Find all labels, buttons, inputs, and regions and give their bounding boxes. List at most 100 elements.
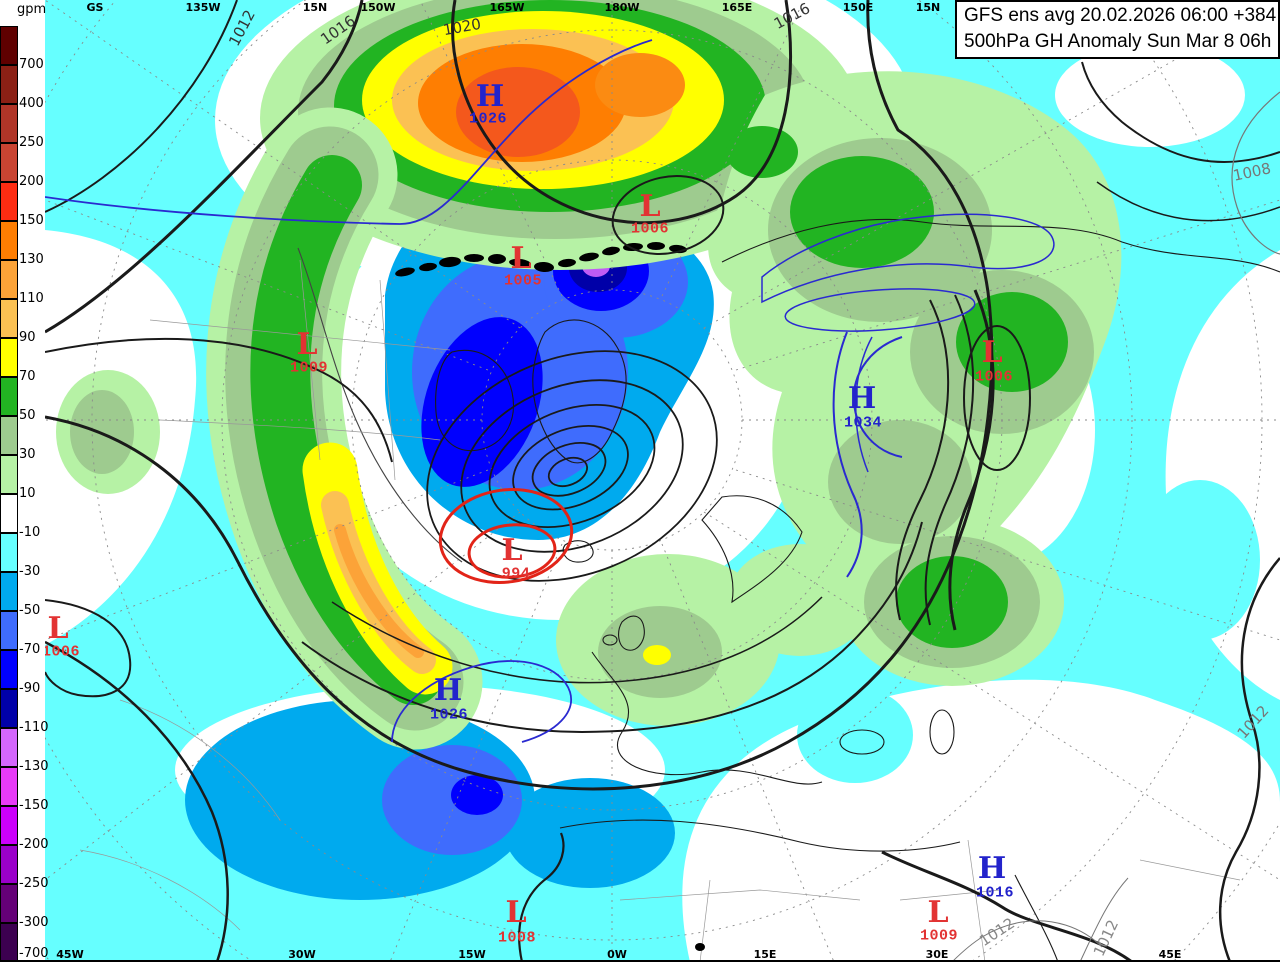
pressure-center-value: 1026 <box>429 706 469 724</box>
edge-label-top: 180W <box>604 1 640 14</box>
legend-value-label: -110 <box>19 719 49 735</box>
high-center-letter: H <box>847 381 877 416</box>
legend-value-label: 70 <box>19 368 36 384</box>
legend-color-box <box>0 416 18 455</box>
low-center-letter: L <box>47 611 69 646</box>
legend-color-box <box>0 338 18 377</box>
pressure-center-value: 1034 <box>843 414 883 432</box>
pressure-center-value: 1006 <box>41 643 81 661</box>
legend-value-label: 150 <box>19 212 44 228</box>
edge-label-bottom: 30E <box>925 948 949 961</box>
pressure-center-value: 1009 <box>919 927 959 945</box>
pressure-center-value: 1008 <box>497 929 537 947</box>
legend-color-box <box>0 767 18 806</box>
edge-label-top: 15N <box>915 1 941 14</box>
edge-label-bottom: 30W <box>288 948 316 961</box>
title-run-info: GFS ens avg 20.02.2026 06:00 +384 h <box>964 5 1280 26</box>
country-borders <box>79 259 1241 962</box>
edge-label-top: 15N <box>302 1 328 14</box>
legend-value-label: -200 <box>19 836 49 852</box>
legend-color-box <box>0 104 18 143</box>
legend-value-label: -130 <box>19 758 49 774</box>
legend-color-box <box>0 923 18 962</box>
edge-label-bottom: 45W <box>56 948 84 961</box>
legend-value-label: -300 <box>19 914 49 930</box>
pressure-center-value: 1005 <box>503 272 543 290</box>
low-center-letter: L <box>296 327 318 362</box>
high-center-letter: H <box>433 673 463 708</box>
coastlines <box>297 218 1280 962</box>
legend-color-box <box>0 65 18 104</box>
legend-value-label: 50 <box>19 407 36 423</box>
legend-value-label: -150 <box>19 797 49 813</box>
legend-color-box <box>0 377 18 416</box>
edge-label-bottom: 0W <box>607 948 627 961</box>
legend-value-label: 90 <box>19 329 36 345</box>
low-center-letter: L <box>501 533 523 568</box>
pressure-center-value: 1026 <box>468 110 508 128</box>
legend-color-box <box>0 650 18 689</box>
legend-value-label: 250 <box>19 134 44 150</box>
legend-value-label: -70 <box>19 641 41 657</box>
legend-value-label: -250 <box>19 875 49 891</box>
edge-label-top: 150W <box>360 1 396 14</box>
high-center-letter: H <box>475 79 505 114</box>
pressure-center-value: 1006 <box>974 368 1014 386</box>
legend-color-box <box>0 260 18 299</box>
legend-color-box <box>0 26 18 65</box>
arctic-islands <box>395 242 705 951</box>
high-center-letter: H <box>977 851 1007 886</box>
map-bottom-border <box>0 960 1280 962</box>
low-center-letter: L <box>639 189 661 224</box>
legend-value-label: -30 <box>19 563 41 579</box>
positive-anomaly-east-regions <box>56 71 1122 726</box>
title-field-info: 500hPa GH Anomaly Sun Mar 8 06h <box>964 31 1272 52</box>
positive-anomaly-top-ridge <box>260 0 860 270</box>
legend-color-box <box>0 611 18 650</box>
legend-color-box <box>0 806 18 845</box>
low-center-letter: L <box>505 895 527 930</box>
red-contours <box>438 488 574 584</box>
legend-value-label: -50 <box>19 602 41 618</box>
positive-anomaly-west-arc <box>206 107 483 750</box>
legend-color-box <box>0 494 18 533</box>
legend-color-box <box>0 143 18 182</box>
black-contours <box>45 0 1280 962</box>
blue-contours <box>45 39 1055 743</box>
negative-anomaly-regions <box>185 192 1260 900</box>
legend-color-box <box>0 533 18 572</box>
color-scale-legend: gpm 700 400 250 200 150 130 110 90 70 50 30 10 -10 -3… <box>0 0 49 962</box>
pressure-center-value: 1006 <box>630 220 670 238</box>
gray-contours <box>951 91 1280 962</box>
edge-label-top: GS <box>86 1 104 14</box>
pressure-center-value: 1009 <box>289 359 329 377</box>
legend-value-label: 110 <box>19 290 44 306</box>
edge-label-top: 135W <box>185 1 221 14</box>
legend-color-box <box>0 455 18 494</box>
legend-value-label: 30 <box>19 446 36 462</box>
edge-label-top: 165E <box>721 1 753 14</box>
legend-color-box <box>0 884 18 923</box>
map-title-box: GFS ens avg 20.02.2026 06:00 +384 h 500h… <box>955 0 1280 59</box>
legend-value-label: -90 <box>19 680 41 696</box>
legend-value-label: 700 <box>19 56 44 72</box>
legend-value-label: 400 <box>19 95 44 111</box>
edge-label-top: 165W <box>489 1 525 14</box>
edge-label-top: 150E <box>842 1 874 14</box>
legend-color-box <box>0 728 18 767</box>
low-center-letter: L <box>927 895 949 930</box>
legend-color-box <box>0 845 18 884</box>
edge-label-bottom: 15W <box>458 948 486 961</box>
legend-color-box <box>0 221 18 260</box>
legend-color-box <box>0 689 18 728</box>
pressure-center-value: 1016 <box>975 884 1015 902</box>
legend-value-label: -10 <box>19 524 41 540</box>
legend-value-label: 130 <box>19 251 44 267</box>
legend-value-label: 200 <box>19 173 44 189</box>
edge-label-bottom: 15E <box>753 948 777 961</box>
low-center-letter: L <box>981 335 1003 370</box>
pressure-center-value: 994 <box>501 565 531 583</box>
